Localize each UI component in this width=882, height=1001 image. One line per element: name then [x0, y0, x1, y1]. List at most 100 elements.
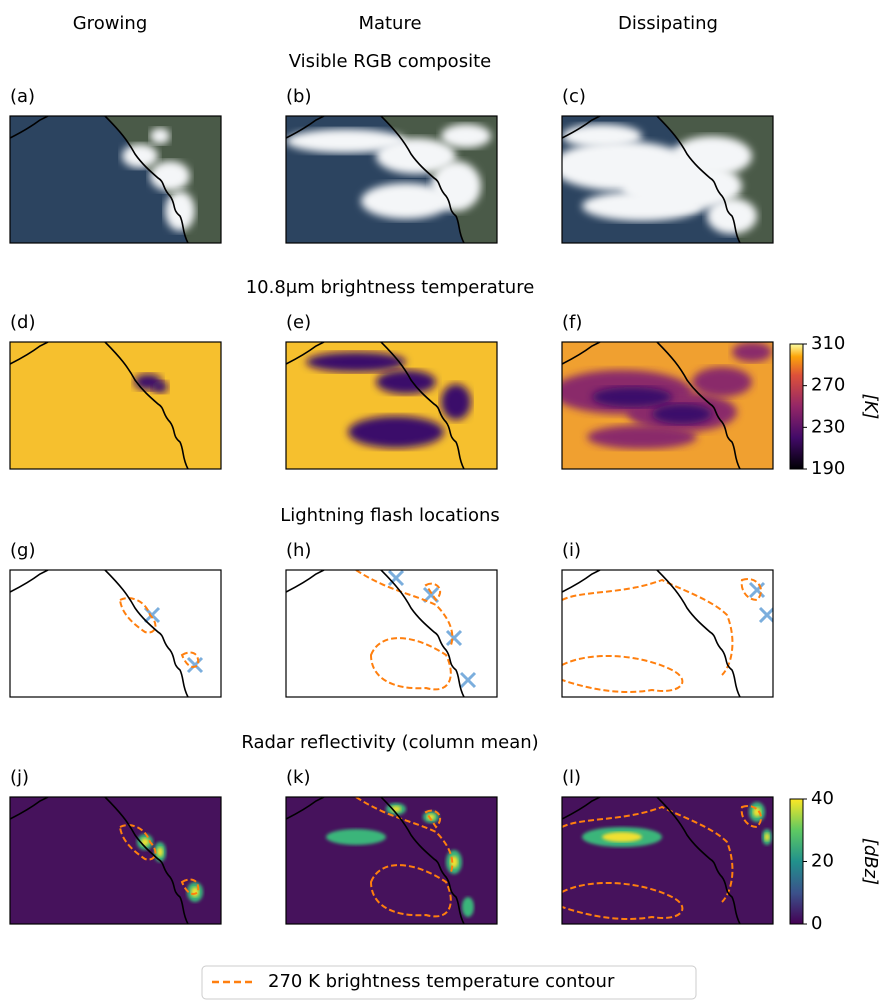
coastline: [562, 342, 601, 365]
panel-frame: [9, 341, 222, 470]
colorbar-tick-label: 40: [811, 788, 834, 809]
row-title: Lightning flash locations: [280, 505, 500, 526]
contour: [562, 578, 734, 693]
panel-image: [10, 797, 221, 924]
coastline: [656, 342, 741, 469]
panel-label: (i): [562, 540, 581, 561]
coastline: [562, 570, 601, 593]
row-title: Visible RGB composite: [289, 51, 491, 72]
cloud: [441, 384, 471, 420]
cloud: [592, 387, 672, 407]
column-heading: Dissipating: [618, 13, 718, 34]
cloud: [361, 183, 451, 219]
cloud: [582, 191, 702, 221]
flash: [459, 671, 477, 689]
colorbar-label: [dBz]: [860, 838, 881, 885]
cloud: [326, 829, 386, 845]
cloud: [150, 128, 170, 144]
panel-image: [286, 570, 497, 697]
panel-label: (e): [286, 312, 311, 333]
cloud: [441, 124, 491, 148]
cloud: [122, 144, 158, 168]
cloud: [376, 138, 456, 174]
panel-image: [562, 797, 773, 924]
colorbar-label: [K]: [860, 394, 881, 420]
panel-image: [10, 342, 221, 469]
cloud: [562, 124, 642, 148]
coastline: [380, 797, 465, 924]
contour: [355, 797, 454, 918]
cloud: [462, 897, 474, 917]
coastline: [104, 342, 189, 469]
panel-image: [562, 116, 773, 243]
coastline: [10, 342, 49, 365]
panel-label: (g): [10, 540, 35, 561]
coastline: [104, 797, 189, 924]
background: [10, 797, 221, 924]
cloud: [753, 807, 761, 817]
colorbar-tick-label: 270: [811, 375, 845, 396]
row-title: Radar reflectivity (column mean): [241, 732, 538, 753]
contour: [562, 805, 734, 920]
contour: [740, 578, 762, 602]
coastline: [656, 797, 741, 924]
panel-frame: [561, 796, 774, 925]
cloud: [286, 129, 406, 153]
contour: [355, 570, 454, 691]
panel-frame: [285, 796, 498, 925]
contour: [424, 582, 442, 602]
background: [10, 570, 221, 697]
coastline: [286, 570, 325, 593]
panel-image: [562, 342, 773, 469]
coastline: [380, 570, 465, 697]
background: [562, 797, 773, 924]
coastline: [380, 342, 465, 469]
colorbar-tick-label: 230: [811, 416, 845, 437]
panel-label: (l): [562, 767, 581, 788]
colorbar-tick-label: 20: [811, 851, 834, 872]
cloud: [431, 161, 481, 211]
column-heading: Mature: [358, 13, 421, 34]
coastline: [286, 342, 325, 365]
flash: [445, 629, 463, 647]
cloud: [157, 847, 163, 857]
panel-label: (a): [10, 86, 35, 107]
coastline: [10, 797, 49, 820]
flash: [186, 656, 204, 674]
panel-image: [286, 342, 497, 469]
panel-label: (b): [286, 86, 311, 107]
colorbar-tick-label: 310: [811, 333, 845, 354]
panel-frame: [285, 569, 498, 698]
cloud: [732, 342, 772, 362]
panel-image: [286, 797, 497, 924]
cloud: [150, 161, 190, 191]
contour: [118, 597, 157, 634]
colorbar-tick-label: 190: [811, 458, 845, 479]
flash: [387, 570, 405, 587]
panel-label: (f): [562, 312, 582, 333]
coastline: [380, 116, 465, 243]
panel-image: [562, 570, 773, 697]
panel-frame: [9, 569, 222, 698]
cloud: [602, 832, 642, 842]
panel-frame: [561, 115, 774, 244]
panel-frame: [9, 796, 222, 925]
cloud: [587, 425, 697, 449]
contour: [118, 824, 157, 861]
contour: [740, 805, 762, 829]
panel-label: (j): [10, 767, 29, 788]
column-heading: Growing: [73, 13, 148, 34]
coastline: [656, 570, 741, 697]
contour: [180, 878, 200, 895]
flash: [758, 606, 773, 624]
panel-frame: [285, 341, 498, 470]
cloud: [348, 416, 444, 448]
cloud: [152, 381, 168, 393]
panel-frame: [9, 115, 222, 244]
coastline: [104, 116, 189, 243]
panel-frame: [561, 341, 774, 470]
cloud: [672, 136, 752, 176]
contour: [424, 809, 442, 829]
panel-label: (d): [10, 312, 35, 333]
cloud: [165, 191, 195, 231]
